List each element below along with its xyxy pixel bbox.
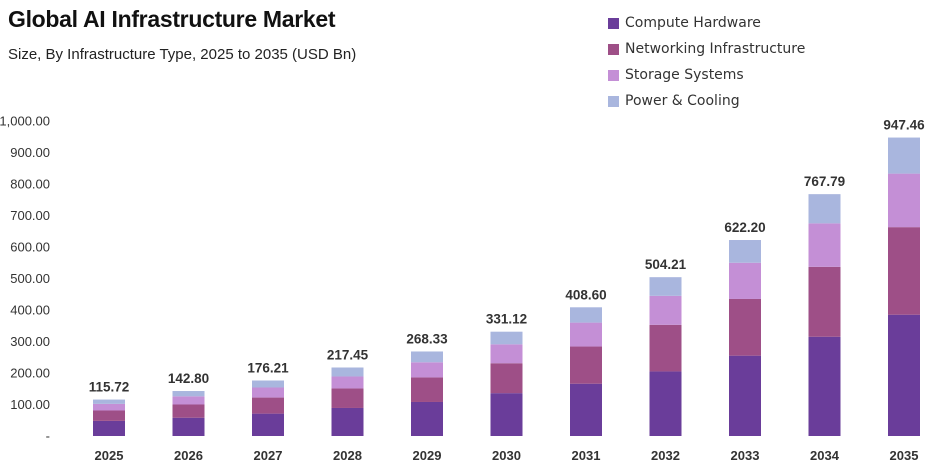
x-tick-label: 2030 <box>492 448 521 463</box>
x-tick-label: 2031 <box>572 448 601 463</box>
bar-segment <box>570 346 602 384</box>
bar-segment <box>252 387 284 398</box>
chart-title: Global AI Infrastructure Market <box>8 6 336 32</box>
legend-item-compute-hardware: Compute Hardware <box>608 10 805 36</box>
y-tick-label: 900.00 <box>10 145 50 160</box>
bar-segment <box>570 307 602 323</box>
y-tick-label: 800.00 <box>10 177 50 192</box>
bar-segment <box>808 194 841 224</box>
y-tick-label: 100.00 <box>10 397 50 412</box>
bar-total-label: 947.46 <box>883 118 925 133</box>
bar-segment <box>252 413 284 436</box>
bar-total-label: 408.60 <box>565 287 606 302</box>
bar-segment <box>172 396 205 405</box>
bar-total-label: 504.21 <box>645 257 687 272</box>
bar-segment <box>331 376 364 389</box>
bar-segment <box>252 397 284 414</box>
bar-segment <box>649 295 682 325</box>
legend: Compute Hardware Networking Infrastructu… <box>608 10 805 114</box>
bar-segment <box>490 363 523 394</box>
y-tick-label: 700.00 <box>10 208 50 223</box>
bar-segment <box>411 351 443 363</box>
bar-segment <box>649 371 682 436</box>
bar-segment <box>888 173 920 228</box>
bar-segment <box>808 223 841 267</box>
bars <box>93 137 920 436</box>
bar-segment <box>729 298 761 356</box>
bar-segment <box>490 393 523 436</box>
legend-label: Networking Infrastructure <box>625 41 806 57</box>
legend-label: Storage Systems <box>625 67 744 83</box>
x-tick-label: 2026 <box>174 448 203 463</box>
x-tick-label: 2033 <box>731 448 760 463</box>
bar-total-label: 176.21 <box>247 360 289 375</box>
bar-segment <box>888 314 920 436</box>
x-tick-label: 2032 <box>651 448 680 463</box>
legend-label: Compute Hardware <box>625 15 761 31</box>
legend-item-networking-infrastructure: Networking Infrastructure <box>608 36 805 62</box>
bar-segment <box>490 331 523 345</box>
bar-segment <box>93 399 125 404</box>
x-tick-label: 2028 <box>333 448 362 463</box>
legend-swatch <box>608 95 619 107</box>
bar-segment <box>411 362 443 378</box>
x-tick-label: 2034 <box>810 448 840 463</box>
bar-total-label: 268.33 <box>406 331 448 346</box>
bar-segment <box>729 355 761 436</box>
y-tick-label: 300.00 <box>10 334 50 349</box>
legend-swatch <box>608 69 619 81</box>
x-axis: 2025 2026 2027 2028 2029 2030 2031 2032 2033 2034… <box>95 448 919 463</box>
bar-segment <box>93 420 125 436</box>
y-axis: - 100.00 200.00 300.00 400.00 500.00 600.00 700… <box>0 114 50 444</box>
bar-total-label: 217.45 <box>327 348 369 363</box>
y-tick-label: 400.00 <box>10 303 50 318</box>
bar-segment <box>729 262 761 299</box>
total-labels: 115.72 142.80 176.21 217.45 268.33 331.12 408.… <box>89 118 925 395</box>
bar-segment <box>411 401 443 436</box>
legend-swatch <box>608 17 619 29</box>
legend-swatch <box>608 43 619 55</box>
legend-item-storage-systems: Storage Systems <box>608 62 805 88</box>
bar-segment <box>93 403 125 411</box>
bar-total-label: 767.79 <box>804 174 845 189</box>
bar-segment <box>649 277 682 296</box>
y-tick-label: 500.00 <box>10 271 50 286</box>
bar-segment <box>490 344 523 364</box>
bar-segment <box>411 377 443 402</box>
x-tick-label: 2027 <box>254 448 283 463</box>
x-tick-label: 2029 <box>413 448 442 463</box>
bar-segment <box>808 336 841 436</box>
bar-segment <box>729 240 761 263</box>
y-tick-label: 200.00 <box>10 366 50 381</box>
bar-segment <box>93 410 125 421</box>
bar-total-label: 142.80 <box>168 371 209 386</box>
bar-segment <box>331 367 364 377</box>
y-tick-label: 600.00 <box>10 240 50 255</box>
x-tick-label: 2035 <box>890 448 919 463</box>
bar-segment <box>888 137 920 174</box>
bar-total-label: 622.20 <box>724 220 765 235</box>
legend-item-power-cooling: Power & Cooling <box>608 88 805 114</box>
y-tick-label: 1,000.00 <box>0 114 50 129</box>
bar-segment <box>808 266 841 337</box>
legend-label: Power & Cooling <box>625 93 740 109</box>
bar-segment <box>888 227 920 315</box>
bar-segment <box>331 388 364 408</box>
bar-total-label: 115.72 <box>89 380 130 395</box>
bar-segment <box>172 404 205 418</box>
bar-segment <box>252 380 284 388</box>
y-tick-label: - <box>46 429 50 444</box>
chart-subtitle: Size, By Infrastructure Type, 2025 to 20… <box>8 46 357 63</box>
bar-segment <box>649 324 682 372</box>
bar-segment <box>172 391 205 397</box>
bar-total-label: 331.12 <box>486 312 527 327</box>
bar-segment <box>331 407 364 436</box>
bar-segment <box>570 322 602 347</box>
bar-segment <box>172 417 205 436</box>
x-tick-label: 2025 <box>95 448 124 463</box>
bar-segment <box>570 383 602 436</box>
